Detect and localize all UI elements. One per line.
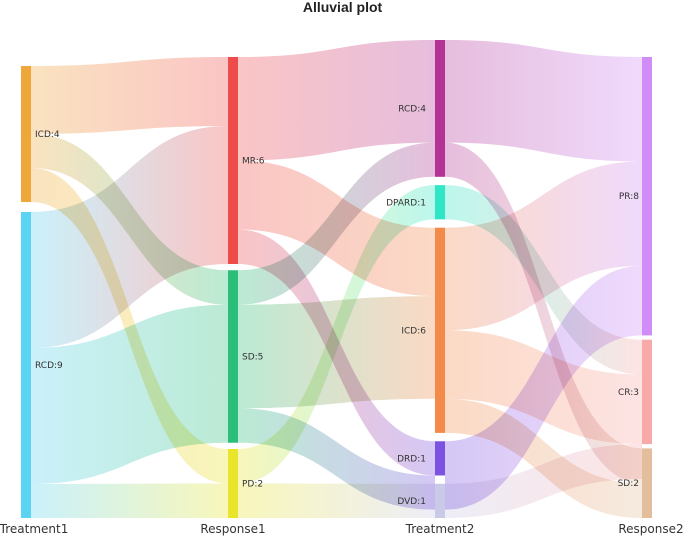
stratum-label-treatment2-dvd: DVD:1 [397,497,426,507]
flow-dvd-to-cr [445,444,642,518]
stratum-label-response1-mr: MR:6 [242,157,265,167]
axis-label-response2: Response2 [618,522,683,536]
stratum-treatment2-dpard [435,185,445,220]
flow-mr-to-rcd [238,40,435,161]
flow-links [31,40,642,518]
stratum-treatment1-icd [21,66,31,202]
stratum-treatment1-rcd [21,212,31,518]
flow-rcd-to-pd [31,483,228,518]
flow-icd-to-mr [31,57,228,134]
stratum-response2-sd [642,448,652,518]
flow-rcd-to-pr [445,40,642,162]
stratum-label-response2-cr: CR:3 [618,388,639,398]
stratum-response2-cr [642,339,652,445]
stratum-labels: ICD:4 RCD:9 MR:6 SD:5 PD:2 RCD:4 DPARD:1 ICD:6 D… [35,104,639,507]
flow-icd-to-pr [445,161,642,331]
flow-icd-to-pd [31,168,228,484]
flow-rcd-to-sd [445,142,642,484]
flow-drd-to-pr [445,265,642,510]
stratum-label-treatment2-dpard: DPARD:1 [386,198,426,208]
flow-pd-to-dpard [238,185,435,484]
stratum-treatment2-rcd [435,40,445,177]
stratum-label-response2-sd: SD:2 [618,479,639,489]
stratum-label-treatment2-rcd: RCD:4 [398,104,426,114]
stratum-label-response1-sd: SD:5 [242,353,263,363]
stratum-label-treatment1-rcd: RCD:9 [35,361,63,371]
stratum-nodes [21,40,652,518]
stratum-label-treatment1-icd: ICD:4 [35,130,60,140]
stratum-treatment2-drd [435,441,445,476]
axis-label-treatment2: Treatment2 [405,522,475,536]
flow-rcd-to-mr [31,126,228,348]
stratum-response1-mr [228,57,238,264]
chart-title: Alluvial plot [303,0,383,15]
stratum-treatment2-dvd [435,483,445,518]
stratum-label-treatment2-drd: DRD:1 [397,454,426,464]
axis-labels: Treatment1 Response1 Treatment2 Response… [0,522,684,536]
stratum-response2-pr [642,57,652,336]
stratum-treatment2-icd [435,227,445,433]
flow-rcd-to-sd [31,304,228,484]
stratum-label-response1-pd: PD:2 [242,480,263,490]
stratum-label-treatment2-icd: ICD:6 [401,326,426,336]
flow-pd-to-dvd [238,483,435,518]
axis-label-response1: Response1 [200,522,265,536]
stratum-label-response2-pr: PR:8 [619,192,639,202]
flow-sd-to-icd [238,296,435,409]
stratum-response1-sd [228,270,238,443]
stratum-response1-pd [228,449,238,518]
axis-label-treatment1: Treatment1 [0,522,68,536]
flow-sd-to-rcd [238,142,435,305]
